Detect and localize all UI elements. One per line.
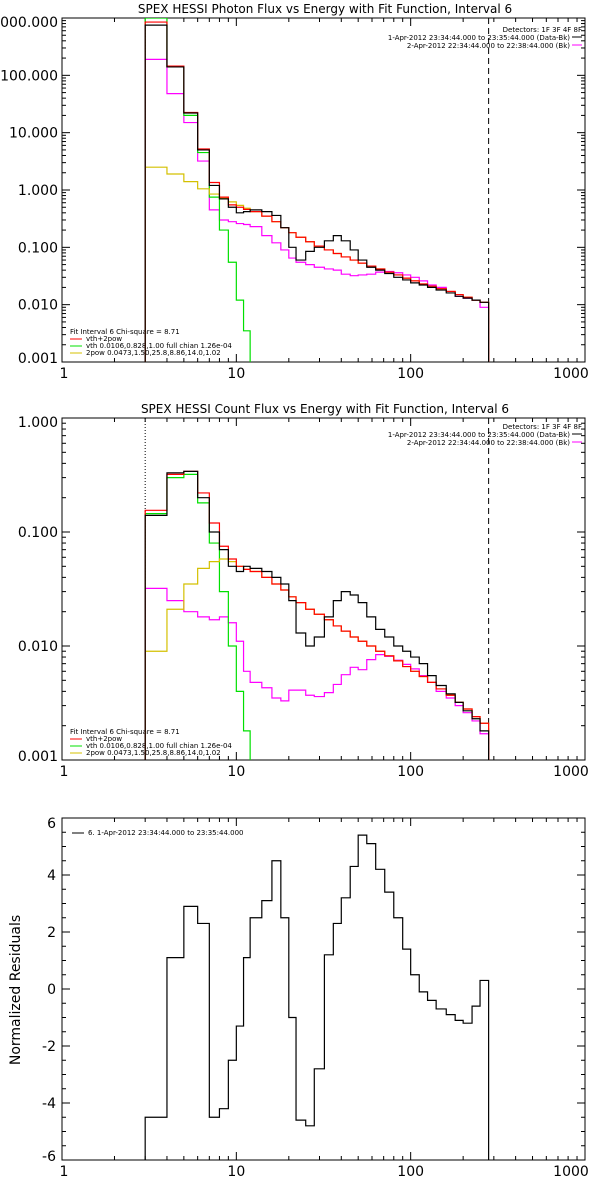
residuals-x-tick-label: 100 [397, 1164, 424, 1180]
count-legend-2pow: 2pow 0.0473,1.50,25.8,8.86,14.0,1.02 [86, 749, 221, 757]
count-y-tick-label: 0.010 [18, 639, 58, 655]
photon-bk-time-range: 2-Apr-2012 22:34:44.000 to 22:38:44.000 … [407, 42, 570, 50]
residuals-y-tick-label: -4 [42, 1096, 56, 1112]
photon-legend-th2pow: vth+2pow [86, 335, 122, 343]
count-y-tick-label: 0.001 [18, 749, 58, 765]
photon-y-tick-label: 1.000 [18, 183, 58, 199]
photon-x-tick-label: 1 [60, 366, 69, 382]
photon-series-th-2pow-line [144, 21, 490, 362]
residuals-y-axis-label: Normalized Residuals [8, 915, 24, 1065]
plot-marks: 11010010001000.000100.00010.0001.0000.10… [0, 15, 589, 1180]
photon-flux-panel: SPEX HESSI Photon Flux vs Energy with Fi… [70, 2, 582, 357]
photon-y-tick-label: 1000.000 [0, 15, 58, 31]
count-axes-frame [61, 417, 586, 761]
count-detectors-label: Detectors: 1F 3F 4F 8F [503, 423, 582, 431]
count-flux-panel: SPEX HESSI Count Flux vs Energy with Fit… [70, 402, 582, 757]
residuals-y-tick-label: -6 [42, 1149, 56, 1165]
residuals-panel: 6. 1-Apr-2012 23:34:44.000 to 23:35:44.0… [8, 829, 243, 1065]
photon-series-data-line [144, 24, 490, 362]
photon-y-tick-label: 10.000 [9, 126, 58, 142]
photon-y-tick-label: 0.010 [18, 298, 58, 314]
photon-fit-text: Fit Interval 6 Chi-square = 8.71 [70, 328, 180, 336]
count-legend-vth: vth 0.0106,0.828,1.00 full chian 1.26e-0… [86, 742, 232, 750]
photon-flux-title: SPEX HESSI Photon Flux vs Energy with Fi… [138, 2, 512, 16]
count-x-tick-label: 1 [60, 764, 69, 780]
residuals-x-tick-label: 1 [60, 1164, 69, 1180]
photon-series-background-line [144, 58, 490, 362]
count-x-tick-label: 10 [227, 764, 245, 780]
residuals-x-tick-label: 10 [227, 1164, 245, 1180]
residuals-x-tick-label: 1000 [553, 1164, 589, 1180]
residuals-y-tick-label: 4 [47, 868, 56, 884]
count-y-tick-label: 0.100 [18, 525, 58, 541]
count-series-data-line [144, 470, 490, 760]
photon-legend-2pow: 2pow 0.0473,1.50,25.8,8.86,14.0,1.02 [86, 349, 221, 357]
photon-series-vth-line [144, 18, 490, 362]
residuals-legend: 6. 1-Apr-2012 23:34:44.000 to 23:35:44.0… [88, 829, 243, 837]
count-flux-title: SPEX HESSI Count Flux vs Energy with Fit… [141, 402, 509, 416]
photon-data-time-range: 1-Apr-2012 23:34:44.000 to 23:35:44.000 … [388, 34, 570, 42]
photon-y-tick-label: 0.100 [18, 240, 58, 256]
photon-x-tick-label: 1000 [553, 366, 589, 382]
residuals-y-tick-label: 0 [47, 982, 56, 998]
count-y-tick-label: 1.000 [18, 415, 58, 431]
residuals-y-tick-label: 6 [47, 816, 56, 832]
photon-plot-area: 1 10 100 1000 1000.000 100.000 10.000 1.000 0.10… [0, 15, 589, 382]
photon-axes-frame [61, 17, 586, 363]
count-legend-th2pow: vth+2pow [86, 735, 122, 743]
residuals-axes-frame [61, 817, 586, 1161]
residuals-y-tick-label: 2 [47, 925, 56, 941]
count-series-pow-line [144, 558, 490, 760]
photon-detectors-label: Detectors: 1F 3F 4F 8F [503, 26, 582, 34]
count-x-tick-label: 100 [397, 764, 424, 780]
count-fit-text: Fit Interval 6 Chi-square = 8.71 [70, 728, 180, 736]
photon-legend-vth: vth 0.0106,0.828,1.00 full chian 1.26e-0… [86, 342, 232, 350]
count-plot-area: 1 10 100 1000 1.000 0.100 0.010 0.001 [18, 415, 589, 780]
residuals-series-data-line [144, 834, 490, 1160]
photon-y-tick-label: 100.000 [0, 68, 58, 84]
photon-y-tick-label: 0.001 [18, 351, 58, 367]
count-series-vth-line [144, 473, 490, 760]
count-series-th-2pow-line [144, 470, 490, 760]
photon-x-tick-label: 100 [397, 366, 424, 382]
count-data-time-range: 1-Apr-2012 23:34:44.000 to 23:35:44.000 … [388, 431, 570, 439]
photon-series-pow-line [144, 166, 490, 362]
residuals-plot-area: 1 10 100 1000 6 4 2 0 -2 -4 -6 [42, 816, 589, 1180]
count-x-tick-label: 1000 [553, 764, 589, 780]
residuals-y-tick-label: -2 [42, 1039, 56, 1055]
photon-x-tick-label: 10 [227, 366, 245, 382]
